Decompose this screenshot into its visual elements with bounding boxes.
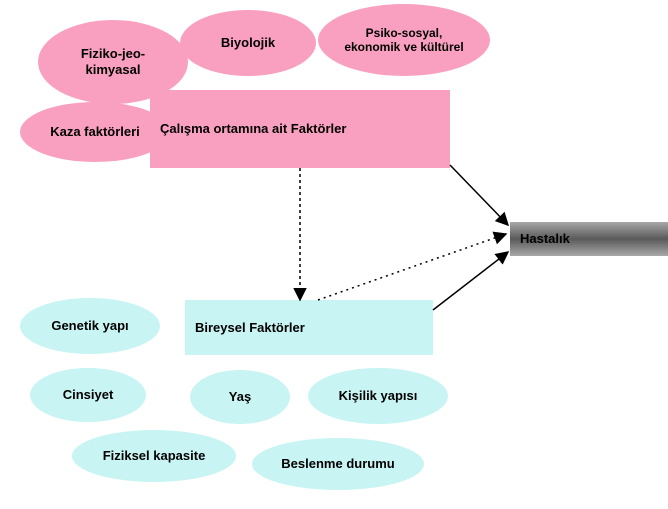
target-label: Hastalık xyxy=(520,231,570,247)
top-cluster-rect-label: Çalışma ortamına ait Faktörler xyxy=(160,121,346,137)
top-cluster-ellipse-2-label: Psiko-sosyal,ekonomik ve kültürel xyxy=(344,26,463,55)
bottom-cluster-ellipse-1-label: Cinsiyet xyxy=(63,387,114,403)
top-cluster-ellipse-1: Biyolojik xyxy=(180,10,316,76)
target-rect: Hastalık xyxy=(510,222,668,256)
bottom-cluster-rect: Bireysel Faktörler xyxy=(185,300,433,355)
top-cluster-ellipse-3-label: Kaza faktörleri xyxy=(50,124,140,140)
bottom-cluster-ellipse-0-label: Genetik yapı xyxy=(51,318,128,334)
bottom-cluster-ellipse-1: Cinsiyet xyxy=(30,368,146,422)
bottom-cluster-ellipse-4-label: Fiziksel kapasite xyxy=(103,448,206,464)
diagram-canvas: Fiziko-jeo-kimyasal Biyolojik Psiko-sosyal… xyxy=(0,0,668,509)
bottom-cluster-ellipse-0: Genetik yapı xyxy=(20,298,160,354)
bottom-cluster-rect-label: Bireysel Faktörler xyxy=(195,320,305,336)
top-cluster-ellipse-2: Psiko-sosyal,ekonomik ve kültürel xyxy=(318,4,490,76)
bottom-cluster-ellipse-2: Yaş xyxy=(190,370,290,424)
arrow-3 xyxy=(433,252,508,310)
bottom-cluster-ellipse-3-label: Kişilik yapısı xyxy=(339,388,418,404)
top-cluster-ellipse-3: Kaza faktörleri xyxy=(20,102,170,162)
top-cluster-rect: Çalışma ortamına ait Faktörler xyxy=(150,90,450,168)
top-cluster-ellipse-0-label: Fiziko-jeo-kimyasal xyxy=(81,46,145,77)
bottom-cluster-ellipse-4: Fiziksel kapasite xyxy=(72,430,236,482)
bottom-cluster-ellipse-5: Beslenme durumu xyxy=(252,438,424,490)
bottom-cluster-ellipse-2-label: Yaş xyxy=(229,389,251,405)
arrow-1 xyxy=(450,165,508,225)
arrow-2 xyxy=(318,234,506,300)
bottom-cluster-ellipse-3: Kişilik yapısı xyxy=(308,368,448,424)
top-cluster-ellipse-1-label: Biyolojik xyxy=(221,35,275,51)
bottom-cluster-ellipse-5-label: Beslenme durumu xyxy=(281,456,394,472)
